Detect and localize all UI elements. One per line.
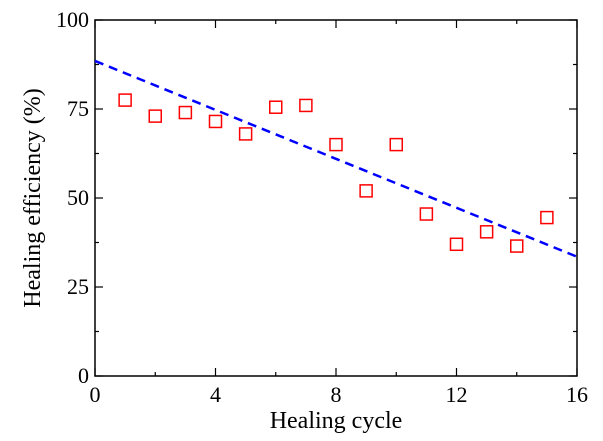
- x-tick-label: 16: [566, 382, 588, 407]
- point: [419, 207, 434, 221]
- y-tick-label: 50: [67, 185, 89, 210]
- point: [269, 100, 283, 114]
- point: [118, 93, 132, 107]
- x-tick-label: 4: [210, 382, 221, 407]
- y-tick-label: 0: [78, 363, 89, 388]
- x-tick-label: 12: [446, 382, 468, 407]
- y-axis-label: Healing efficiency (%): [20, 88, 46, 307]
- point: [510, 239, 524, 253]
- point: [479, 225, 494, 239]
- point: [238, 127, 253, 141]
- point: [299, 98, 313, 113]
- x-tick-label: 8: [331, 382, 342, 407]
- point: [540, 210, 554, 225]
- point: [148, 109, 162, 123]
- x-tick-label: 0: [90, 382, 101, 407]
- x-axis-label: Healing cycle: [270, 408, 403, 434]
- trend-line: [94, 59, 578, 258]
- y-tick-label: 75: [67, 96, 89, 121]
- y-tick-label: 25: [67, 274, 89, 299]
- point: [329, 137, 343, 152]
- y-tick-label: 100: [56, 7, 89, 32]
- point: [389, 137, 403, 152]
- point: [359, 184, 373, 198]
- point: [449, 237, 464, 252]
- plot-frame: [94, 19, 578, 377]
- point: [178, 105, 193, 120]
- point: [208, 114, 223, 129]
